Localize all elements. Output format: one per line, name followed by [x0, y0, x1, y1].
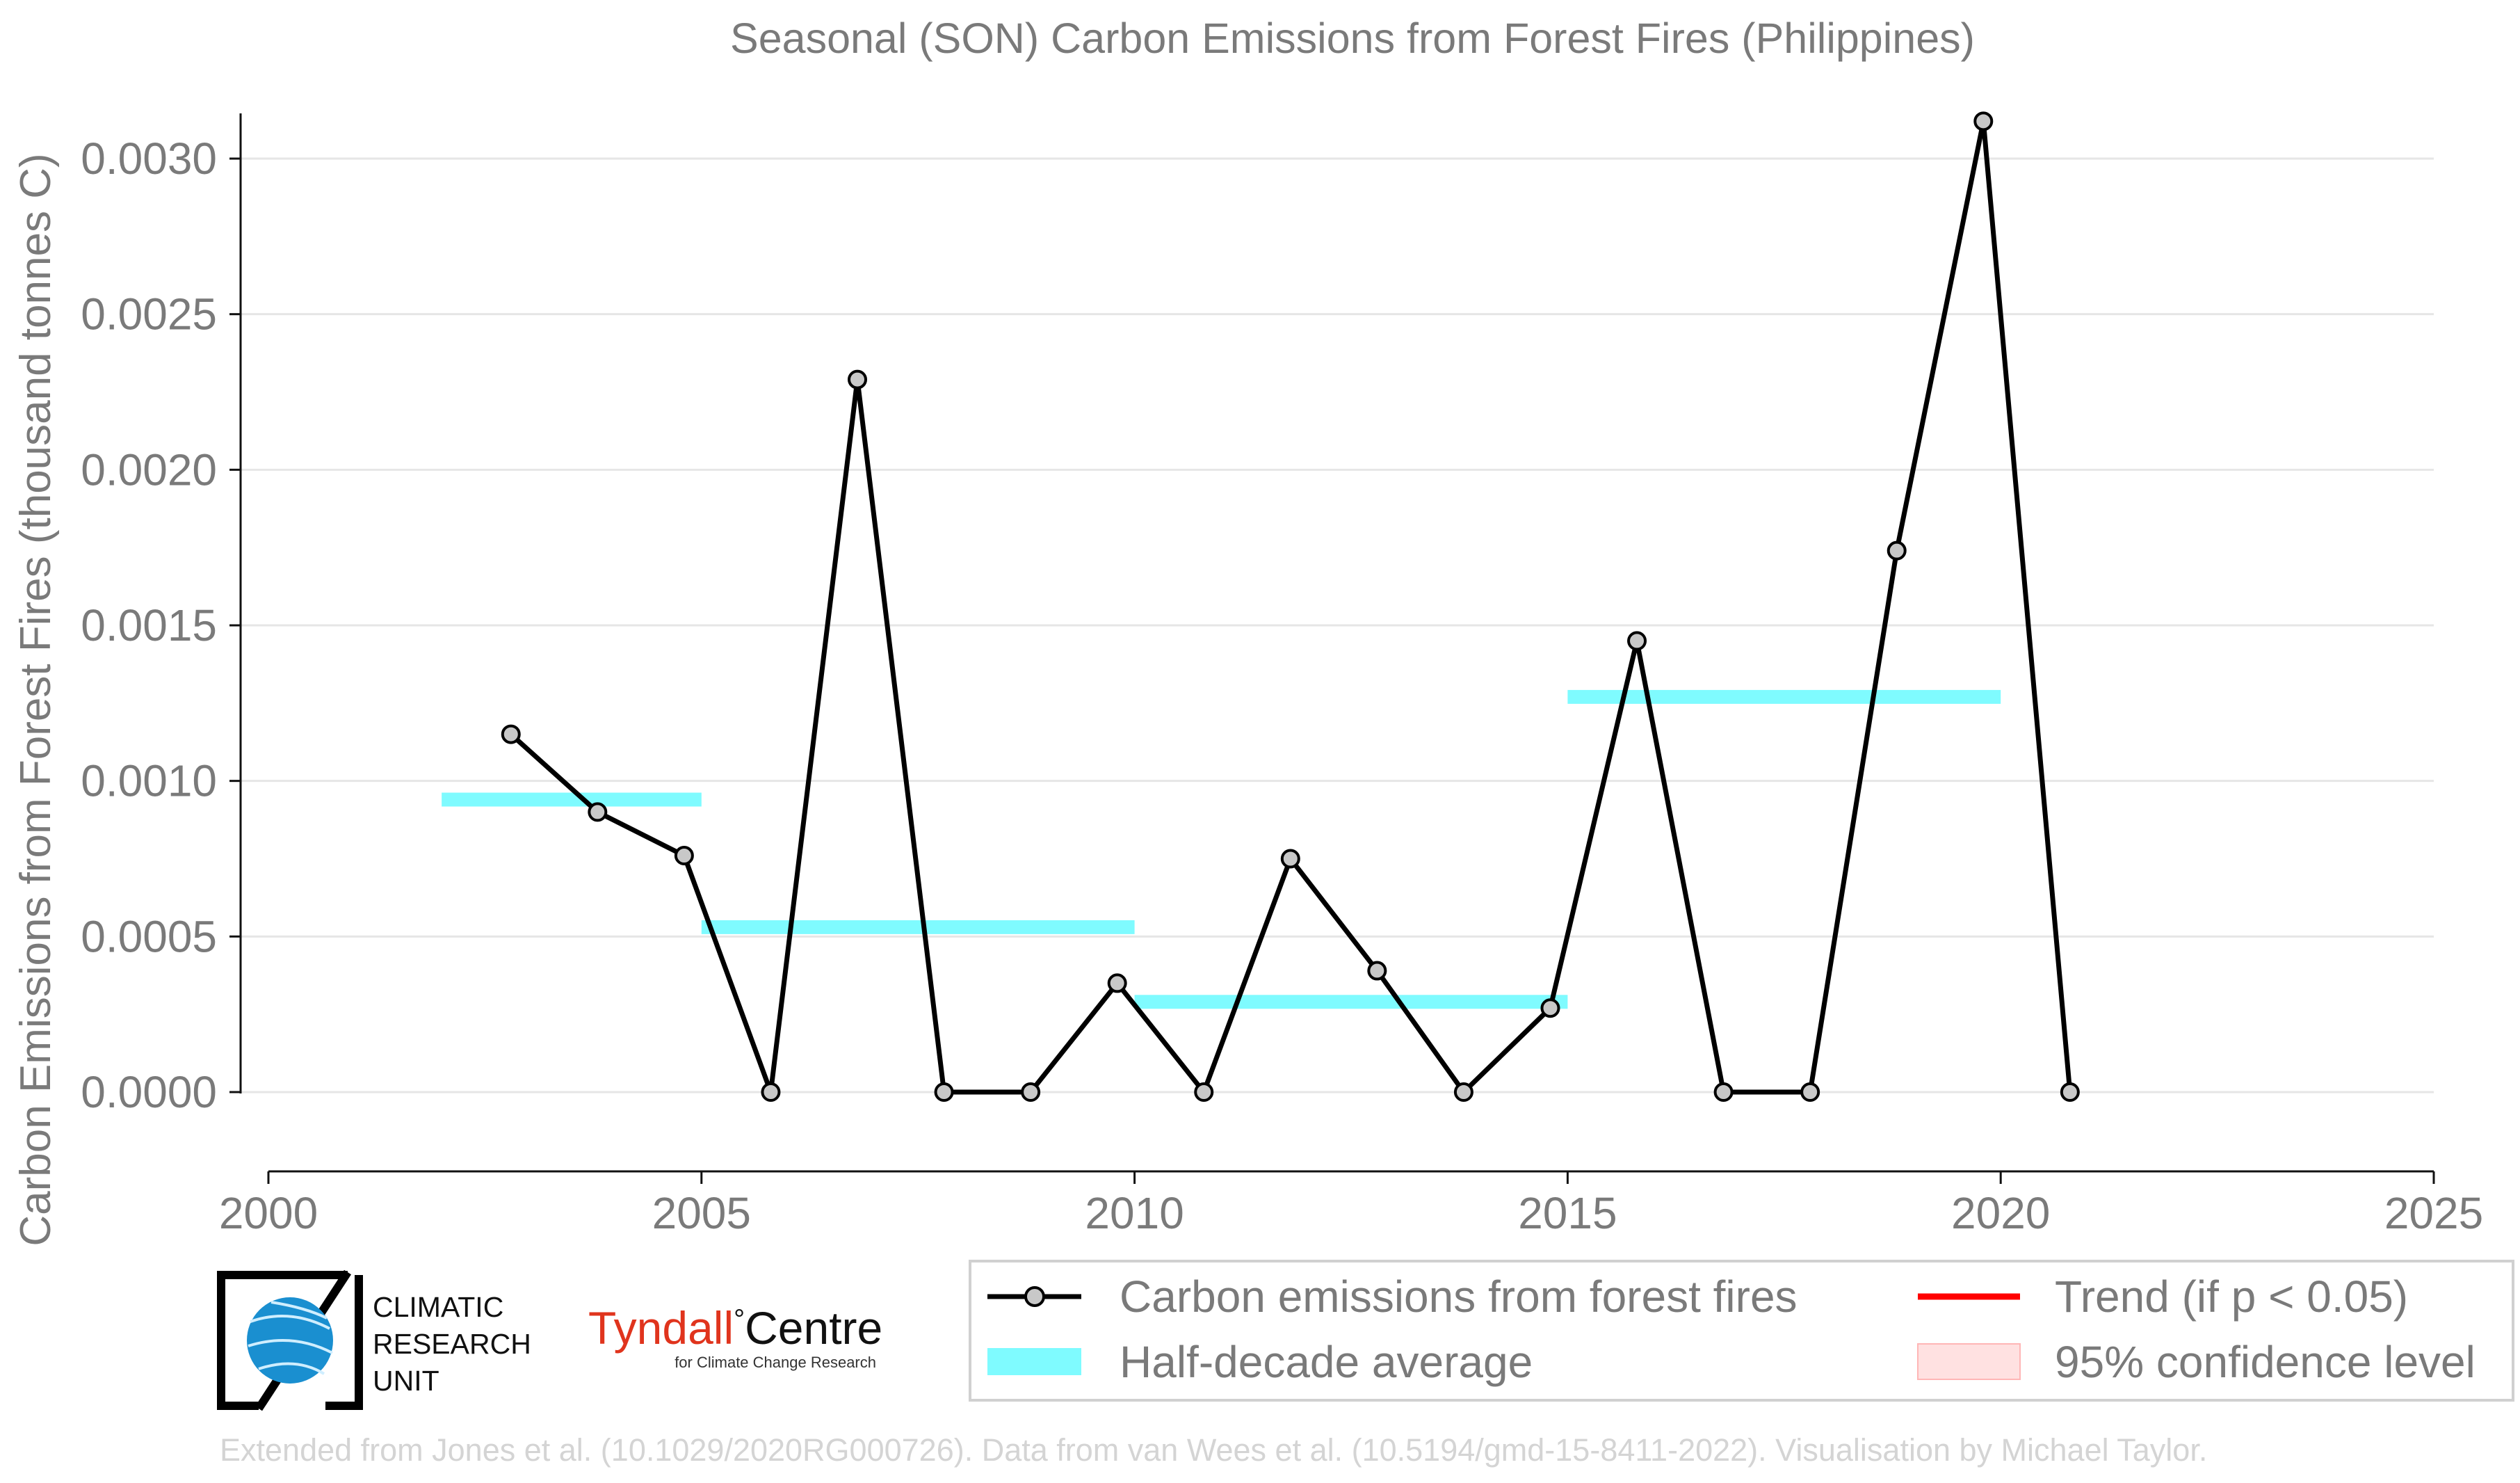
- data-point: [588, 802, 608, 822]
- data-point: [1887, 540, 1907, 561]
- cru-logo-line-3: UNIT: [373, 1365, 439, 1397]
- grid-lines: [241, 157, 2434, 1093]
- data-point: [1627, 631, 1647, 651]
- half-decade-band: [1134, 995, 1568, 1009]
- chart-title: Seasonal (SON) Carbon Emissions from For…: [730, 15, 1975, 62]
- globe-icon-lines: [248, 1301, 333, 1375]
- tyndall-logo-word-2: Centre: [745, 1302, 882, 1354]
- data-point: [934, 1082, 954, 1102]
- data-point: [674, 846, 694, 866]
- cru-logo-line-2: RESEARCH: [373, 1328, 531, 1360]
- y-axis-ticks: 0.0000 0.0005 0.0010 0.0015 0.0020 0.0025 0.00…: [81, 134, 241, 1117]
- y-tick-label: 0.0015: [81, 600, 217, 650]
- y-tick-label: 0.0000: [81, 1067, 217, 1117]
- x-tick-label: 2000: [219, 1188, 318, 1238]
- half-decade-band: [701, 920, 1135, 934]
- y-tick-label: 0.0010: [81, 756, 217, 806]
- cru-logo-frame: [217, 1271, 363, 1410]
- cru-logo-line-1: CLIMATIC: [373, 1291, 503, 1323]
- y-tick-label: 0.0025: [81, 289, 217, 339]
- tyndall-logo-degree: °: [734, 1304, 745, 1335]
- legend-label-series: Carbon emissions from forest fires: [1120, 1272, 1798, 1322]
- data-point: [1540, 998, 1560, 1018]
- data-point: [761, 1082, 781, 1102]
- data-point: [1973, 111, 1994, 131]
- data-point: [848, 369, 868, 390]
- x-axis-ticks: 2000 2005 2010 2015 2020 2025: [219, 1171, 2483, 1238]
- data-point: [1367, 961, 1387, 981]
- credit-text: Extended from Jones et al. (10.1029/2020…: [220, 1432, 2207, 1468]
- half-decade-band: [1567, 689, 2001, 704]
- y-tick-label: 0.0005: [81, 911, 217, 961]
- y-axis-label: Carbon Emissions from Forest Fires (thou…: [12, 153, 60, 1246]
- data-point: [1713, 1082, 1734, 1102]
- half-decade-band: [442, 792, 702, 807]
- data-point: [1021, 1082, 1041, 1102]
- legend-label-trend: Trend (if p < 0.05): [2055, 1272, 2408, 1322]
- legend-label-confidence: 95% confidence level: [2055, 1337, 2475, 1387]
- legend-label-half-decade: Half-decade average: [1120, 1337, 1533, 1387]
- x-tick-label: 2025: [2384, 1188, 2483, 1238]
- data-point: [1800, 1082, 1820, 1102]
- data-point: [1194, 1082, 1214, 1102]
- x-tick-label: 2005: [652, 1188, 751, 1238]
- y-tick-label: 0.0020: [81, 444, 217, 495]
- legend-series-marker: [1024, 1286, 1045, 1307]
- tyndall-logo-wordmark: Tyndall°Centre: [588, 1302, 882, 1354]
- cru-logo: CLIMATIC RESEARCH UNIT: [217, 1269, 531, 1411]
- x-tick-label: 2010: [1085, 1188, 1184, 1238]
- emissions-series-points: [501, 111, 2080, 1102]
- legend-box: [969, 1260, 2514, 1402]
- x-tick-label: 2015: [1518, 1188, 1617, 1238]
- data-point: [1107, 973, 1127, 993]
- data-point: [1453, 1082, 1473, 1102]
- tyndall-logo-subtitle: for Climate Change Research: [675, 1354, 876, 1371]
- x-tick-label: 2020: [1951, 1188, 2050, 1238]
- data-point: [501, 724, 521, 744]
- legend: Carbon emissions from forest fires Trend…: [969, 1260, 2514, 1402]
- data-point: [2060, 1082, 2080, 1102]
- legend-half-decade-swatch: [987, 1348, 1081, 1375]
- legend-confidence-swatch: [1917, 1343, 2021, 1380]
- data-point: [1280, 849, 1300, 869]
- tyndall-centre-logo: Tyndall°Centre for Climate Change Resear…: [588, 1302, 882, 1371]
- half-decade-bands: [442, 689, 2001, 1009]
- tyndall-logo-word-1: Tyndall: [588, 1302, 734, 1354]
- y-tick-label: 0.0030: [81, 134, 217, 184]
